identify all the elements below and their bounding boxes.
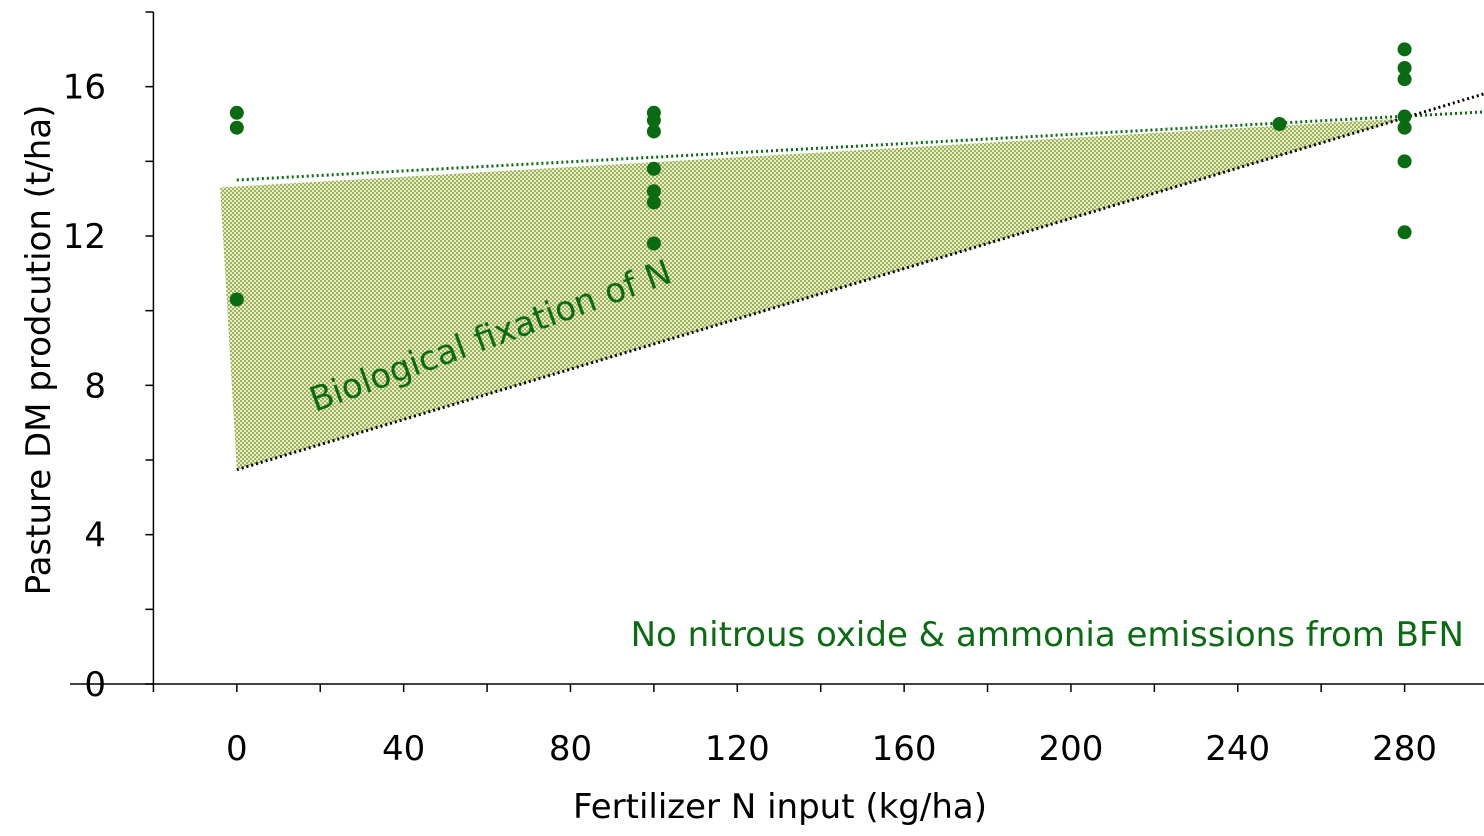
y-tick-label: 8	[84, 366, 106, 406]
data-point	[1397, 225, 1412, 240]
data-point	[229, 120, 244, 135]
y-tick-label: 12	[63, 217, 106, 257]
x-tick-label: 80	[549, 729, 592, 769]
x-axis-label: Fertilizer N input (kg/ha)	[573, 787, 987, 827]
data-point	[646, 195, 661, 210]
data-point	[1397, 120, 1412, 135]
data-point	[1397, 109, 1412, 124]
x-tick-label: 0	[226, 729, 248, 769]
x-tick-label: 120	[705, 729, 770, 769]
data-point	[1272, 117, 1287, 131]
x-tick-label: 160	[872, 729, 937, 769]
data-point	[229, 105, 244, 120]
data-point	[646, 236, 661, 251]
data-point	[1397, 42, 1412, 57]
x-tick-label: 40	[382, 729, 425, 769]
data-point	[1397, 61, 1412, 75]
data-point	[1397, 72, 1412, 87]
data-point	[1397, 154, 1412, 169]
annotation: No nitrous oxide & ammonia emissions fro…	[631, 615, 1464, 655]
x-tick-label: 200	[1038, 729, 1103, 769]
y-tick-label: 0	[84, 665, 106, 705]
x-tick-label: 280	[1372, 729, 1437, 769]
y-tick-label: 16	[63, 68, 106, 108]
data-point	[646, 161, 661, 176]
y-tick-label: 4	[84, 516, 106, 556]
y-axis-label: Pasture DM prodcution (t/ha)	[19, 105, 59, 596]
data-point	[229, 292, 244, 307]
trend-line	[236, 110, 1484, 182]
data-point	[646, 124, 661, 139]
data-point	[646, 113, 661, 128]
data-point	[646, 184, 661, 199]
x-tick-label: 240	[1205, 729, 1270, 769]
